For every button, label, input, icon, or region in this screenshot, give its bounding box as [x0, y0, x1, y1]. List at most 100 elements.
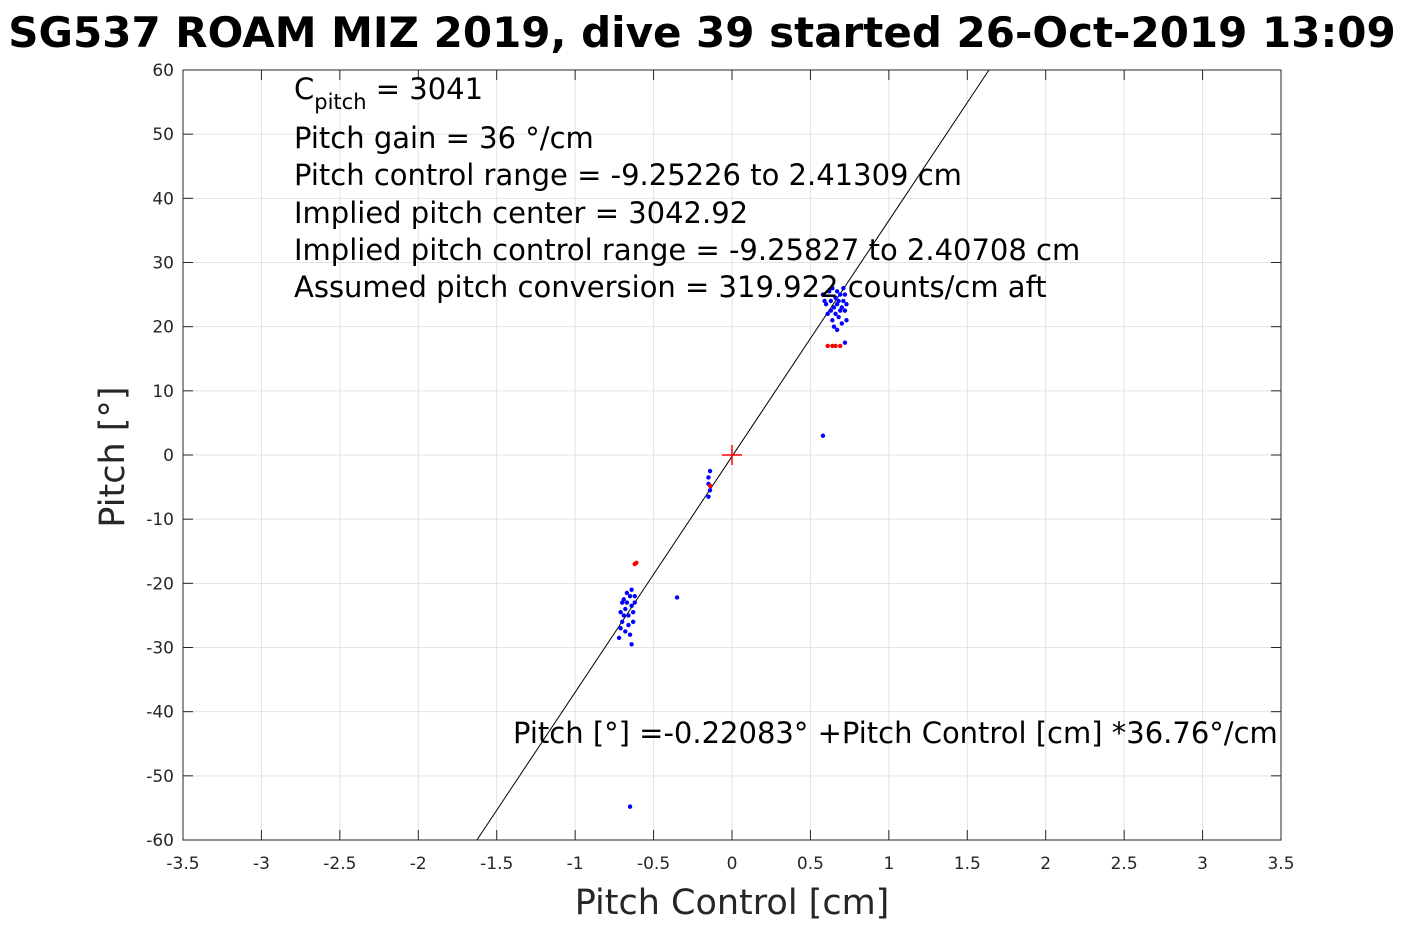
- data-point-blue: [618, 610, 623, 615]
- data-point-red: [634, 560, 639, 565]
- data-point-blue: [632, 600, 637, 605]
- data-point-blue: [624, 590, 630, 596]
- y-tick-label: 30: [152, 254, 174, 274]
- data-point-blue: [630, 610, 636, 615]
- data-point-blue: [629, 642, 634, 647]
- x-tick-label: 2.5: [1111, 854, 1138, 874]
- data-point-blue: [630, 619, 636, 625]
- data-point-red: [830, 343, 835, 349]
- data-point-blue: [706, 494, 711, 499]
- data-point-blue: [842, 292, 848, 297]
- data-point-blue: [616, 635, 622, 641]
- data-point-blue: [825, 311, 830, 317]
- data-point-blue: [620, 619, 625, 625]
- data-point-blue: [629, 587, 634, 592]
- x-tick-label: 3: [1197, 854, 1208, 874]
- data-point-blue: [823, 302, 829, 307]
- data-point-blue: [839, 305, 844, 310]
- x-tick-label: -3.5: [166, 854, 199, 874]
- data-point-blue: [706, 475, 711, 480]
- y-tick-label: -40: [146, 703, 174, 723]
- data-point-blue: [626, 613, 631, 618]
- y-tick-label: 50: [152, 125, 174, 145]
- grid-lines: [182, 69, 1282, 841]
- data-point-blue: [674, 595, 680, 600]
- data-point-blue: [841, 298, 846, 304]
- x-tick-label: 1: [883, 854, 894, 874]
- data-point-blue: [618, 626, 623, 631]
- data-point-blue: [833, 311, 838, 317]
- data-point-blue: [844, 318, 849, 323]
- center-marker-group: [722, 445, 742, 465]
- y-tick-label: 0: [163, 446, 174, 466]
- x-tick-label: -3: [253, 854, 270, 874]
- data-points: [616, 285, 849, 809]
- data-point-blue: [627, 632, 633, 637]
- x-tick-label: -2: [410, 854, 427, 874]
- data-point-blue: [834, 327, 840, 333]
- data-point-red: [825, 343, 830, 349]
- data-point-blue: [833, 295, 838, 300]
- data-point-blue: [830, 318, 835, 323]
- x-tick-label: 0.5: [797, 854, 824, 874]
- chart-title: SG537 ROAM MIZ 2019, dive 39 started 26-…: [8, 8, 1395, 57]
- axis-ticks: -3.5 -3 -2.5 -2 -1.5 -1 -0.5 0 0.5 1 1.5 2 2.5 3 3.5 -6…: [146, 61, 1294, 874]
- x-tick-label: 2: [1040, 854, 1051, 874]
- data-point-blue: [629, 603, 634, 608]
- data-point-blue: [842, 340, 848, 345]
- x-tick-label: -2.5: [323, 854, 356, 874]
- data-point-blue: [831, 305, 837, 310]
- data-point-red: [833, 343, 838, 349]
- data-point-blue: [627, 593, 633, 599]
- data-point-blue: [621, 597, 626, 602]
- x-tick-label: -1: [567, 854, 584, 874]
- annotation-pitch-gain: Pitch gain = 36 °/cm: [294, 121, 594, 155]
- annotation-assumed-conversion: Assumed pitch conversion = 319.922 count…: [294, 270, 1047, 304]
- annotation-implied-center: Implied pitch center = 3042.92: [294, 196, 748, 230]
- x-tick-label: 1.5: [954, 854, 981, 874]
- data-point-red: [838, 343, 843, 349]
- data-point-blue: [844, 302, 849, 307]
- data-point-blue: [827, 289, 832, 294]
- y-tick-label: 40: [152, 189, 174, 209]
- data-point-blue: [830, 285, 835, 291]
- data-point-blue: [841, 285, 846, 291]
- data-point-blue: [707, 468, 713, 474]
- x-tick-label: 3.5: [1267, 854, 1294, 874]
- annotation-implied-range: Implied pitch control range = -9.25827 t…: [294, 233, 1080, 267]
- y-tick-label: -60: [146, 831, 174, 851]
- y-tick-label: -30: [146, 639, 174, 659]
- x-tick-label: -0.5: [637, 854, 670, 874]
- y-tick-label: 20: [152, 318, 174, 338]
- x-tick-label: 0: [727, 854, 738, 874]
- y-axis-label: Pitch [°]: [93, 386, 133, 527]
- data-point-blue: [621, 613, 626, 618]
- x-tick-label: -1.5: [480, 854, 513, 874]
- data-point-blue: [627, 804, 633, 809]
- data-point-blue: [828, 298, 834, 304]
- data-point-blue: [836, 314, 841, 320]
- data-point-red: [707, 483, 713, 488]
- y-tick-label: 10: [152, 382, 174, 402]
- x-axis-label: Pitch Control [cm]: [575, 883, 890, 923]
- data-point-blue: [839, 321, 844, 326]
- data-point-blue: [836, 298, 841, 304]
- data-point-blue: [828, 308, 834, 313]
- data-point-blue: [842, 308, 848, 313]
- data-point-blue: [623, 629, 628, 634]
- annotation-fit-equation: Pitch [°] =-0.22083° +Pitch Control [cm]…: [513, 716, 1278, 750]
- data-point-blue: [838, 292, 843, 297]
- annotation-control-range: Pitch control range = -9.25226 to 2.4130…: [294, 158, 962, 192]
- annotation-block: Cpitch = 3041 Pitch gain = 36 °/cm Pitch…: [294, 72, 1278, 750]
- annotation-c-pitch: Cpitch = 3041: [294, 72, 483, 114]
- data-point-blue: [820, 433, 826, 438]
- data-point-blue: [632, 593, 637, 599]
- data-point-blue: [623, 606, 628, 612]
- data-point-blue: [831, 324, 837, 329]
- data-point-blue: [624, 600, 630, 605]
- data-point-blue: [707, 488, 713, 493]
- data-point-blue: [626, 622, 631, 628]
- y-tick-label: -50: [146, 767, 174, 787]
- data-point-blue: [834, 289, 840, 294]
